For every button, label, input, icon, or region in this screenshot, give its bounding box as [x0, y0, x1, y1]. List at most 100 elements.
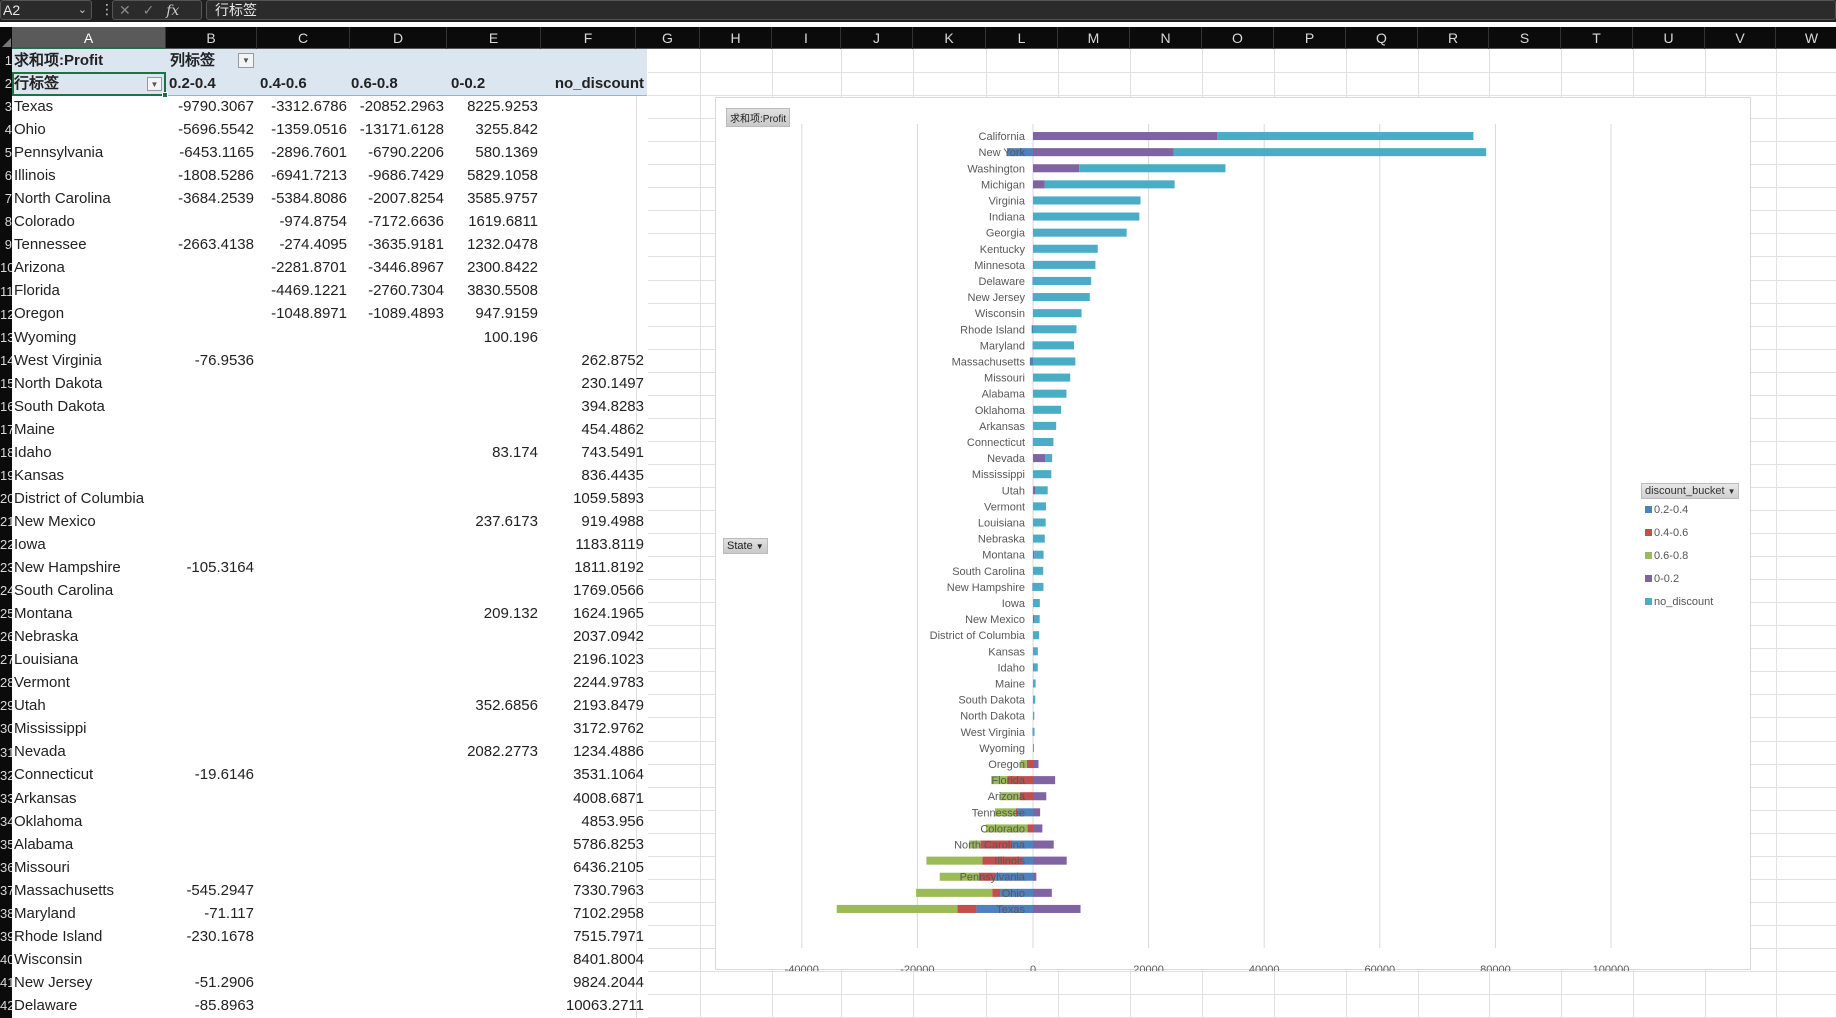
- row-header[interactable]: 27: [0, 652, 12, 668]
- pivot-value-cell[interactable]: -1359.0516: [271, 121, 347, 139]
- pivot-value-cell[interactable]: 3531.1064: [573, 766, 644, 784]
- pivot-row-label-cell[interactable]: New Mexico: [14, 512, 96, 530]
- pivot-value-cell[interactable]: -105.3164: [186, 559, 254, 576]
- pivot-value-cell[interactable]: -1048.8971: [271, 305, 347, 323]
- legend[interactable]: discount_bucket ▼ 0.2-0.4 0.4-0.6 0.6-0.8 0…: [1641, 481, 1741, 614]
- pivot-value-cell[interactable]: 2082.2773: [467, 743, 538, 761]
- pivot-row-label-cell[interactable]: Mississippi: [14, 720, 87, 738]
- row-header[interactable]: 9: [4, 237, 12, 253]
- pivot-value-cell[interactable]: -5696.5542: [178, 121, 254, 139]
- column-header-s[interactable]: S: [1489, 27, 1561, 49]
- row-header[interactable]: 28: [0, 675, 12, 691]
- row-header[interactable]: 38: [0, 905, 12, 921]
- row-header[interactable]: 35: [0, 836, 12, 852]
- row-header[interactable]: 11: [0, 283, 12, 299]
- pivot-row-label-cell[interactable]: North Carolina: [14, 190, 111, 208]
- row-header[interactable]: 24: [0, 583, 12, 599]
- pivot-row-label-cell[interactable]: Rhode Island: [14, 927, 103, 945]
- column-header-h[interactable]: H: [700, 27, 772, 49]
- row-header[interactable]: 1: [4, 53, 12, 68]
- row-header[interactable]: 10: [0, 260, 12, 276]
- pivot-row-label-cell[interactable]: Nebraska: [14, 628, 79, 646]
- pivot-value-cell[interactable]: -3446.8967: [368, 259, 444, 277]
- row-header[interactable]: 18: [0, 444, 12, 460]
- pivot-value-cell[interactable]: 1183.8119: [575, 535, 644, 553]
- row-header[interactable]: 3: [4, 99, 12, 115]
- pivot-value-cell[interactable]: -1089.4893: [368, 305, 444, 323]
- pivot-row-label-cell[interactable]: Pennsylvania: [14, 144, 104, 162]
- pivot-value-cell[interactable]: 1619.6811: [468, 213, 538, 231]
- pivot-value-cell[interactable]: -19.6146: [194, 766, 254, 784]
- column-header-a[interactable]: A: [12, 27, 166, 49]
- pivot-value-cell[interactable]: 743.5491: [581, 443, 644, 461]
- row-header[interactable]: 29: [0, 698, 12, 714]
- pivot-value-cell[interactable]: 3830.5508: [467, 282, 538, 300]
- pivot-value-cell[interactable]: -3312.6786: [271, 98, 347, 115]
- pivot-value-cell[interactable]: 1624.1965: [573, 605, 644, 623]
- pivot-row-label-cell[interactable]: Maine: [14, 420, 55, 438]
- row-header[interactable]: 4: [4, 122, 12, 138]
- pivot-value-cell[interactable]: 5786.8253: [573, 835, 644, 853]
- row-header[interactable]: 30: [0, 721, 12, 737]
- row-header[interactable]: 8: [4, 214, 12, 230]
- name-box[interactable]: A2 ⌄: [0, 0, 92, 20]
- column-header-f[interactable]: F: [541, 27, 636, 49]
- pivot-value-cell[interactable]: 8225.9253: [467, 98, 538, 115]
- column-header-m[interactable]: M: [1058, 27, 1130, 49]
- column-header-p[interactable]: P: [1274, 27, 1346, 49]
- fill-handle[interactable]: [162, 92, 168, 98]
- pivot-value-cell[interactable]: 394.8283: [581, 397, 644, 415]
- pivot-row-label-cell[interactable]: Louisiana: [14, 651, 79, 669]
- column-header-v[interactable]: V: [1705, 27, 1776, 49]
- row-header[interactable]: 2: [4, 76, 12, 92]
- pivot-row-label-cell[interactable]: North Dakota: [14, 374, 103, 392]
- select-all-button[interactable]: [0, 27, 12, 49]
- pivot-row-label-cell[interactable]: Wisconsin: [14, 950, 83, 968]
- column-header-o[interactable]: O: [1202, 27, 1274, 49]
- pivot-value-cell[interactable]: -6453.1165: [179, 144, 254, 162]
- pivot-row-label-cell[interactable]: Idaho: [14, 443, 52, 461]
- row-header[interactable]: 19: [0, 467, 12, 483]
- pivot-row-label-cell[interactable]: Illinois: [14, 167, 56, 185]
- pivot-value-cell[interactable]: -2281.8701: [271, 259, 347, 277]
- pivot-value-cell[interactable]: 2037.0942: [573, 628, 644, 646]
- pivot-value-cell[interactable]: -4469.1221: [271, 282, 347, 300]
- pivot-value-cell[interactable]: 10063.2711: [565, 996, 644, 1014]
- row-header[interactable]: 16: [0, 398, 12, 414]
- pivot-value-label[interactable]: 求和项:Profit: [14, 52, 104, 69]
- pivot-row-label-cell[interactable]: Kansas: [14, 466, 65, 484]
- pivot-value-cell[interactable]: -7172.6636: [368, 213, 444, 231]
- axis-field-button[interactable]: State ▼: [723, 538, 768, 554]
- row-sort-filter-icon[interactable]: ▼: [147, 77, 162, 91]
- pivot-row-label-cell[interactable]: Texas: [14, 98, 54, 115]
- pivot-row-label-cell[interactable]: Delaware: [14, 996, 78, 1014]
- row-header[interactable]: 25: [0, 606, 12, 622]
- pivot-row-label-cell[interactable]: Iowa: [14, 535, 46, 553]
- pivot-value-cell[interactable]: 352.6856: [475, 697, 538, 715]
- pivot-row-label-cell[interactable]: Missouri: [14, 858, 70, 876]
- pivot-value-cell[interactable]: -51.2906: [194, 973, 254, 991]
- pivot-row-label-cell[interactable]: Arizona: [14, 259, 65, 277]
- pivot-row-label-cell[interactable]: Utah: [14, 697, 46, 715]
- pivot-column-header[interactable]: no_discount: [554, 75, 644, 92]
- pivot-value-cell[interactable]: -9686.7429: [368, 167, 444, 185]
- column-header-q[interactable]: Q: [1346, 27, 1418, 49]
- pivot-column-header[interactable]: 0.4-0.6: [260, 75, 307, 92]
- check-icon[interactable]: ✓: [142, 2, 155, 18]
- pivot-row-label-cell[interactable]: Montana: [14, 605, 73, 623]
- pivot-column-label[interactable]: 列标签: [170, 52, 216, 69]
- pivot-value-cell[interactable]: 230.1497: [581, 374, 644, 392]
- row-header[interactable]: 37: [0, 882, 12, 898]
- column-header-l[interactable]: L: [986, 27, 1058, 49]
- pivot-column-header[interactable]: 0-0.2: [451, 75, 486, 92]
- pivot-value-cell[interactable]: -974.8754: [279, 213, 347, 231]
- column-header-r[interactable]: R: [1418, 27, 1489, 49]
- row-header[interactable]: 5: [4, 145, 12, 161]
- row-header[interactable]: 20: [0, 490, 12, 506]
- cancel-icon[interactable]: ✕: [119, 2, 131, 18]
- column-header-n[interactable]: N: [1130, 27, 1202, 49]
- pivot-value-cell[interactable]: 3172.9762: [573, 720, 644, 738]
- pivot-row-label[interactable]: 行标签: [14, 75, 60, 92]
- pivot-row-label-cell[interactable]: Connecticut: [14, 766, 94, 784]
- pivot-value-cell[interactable]: -85.8963: [194, 996, 254, 1014]
